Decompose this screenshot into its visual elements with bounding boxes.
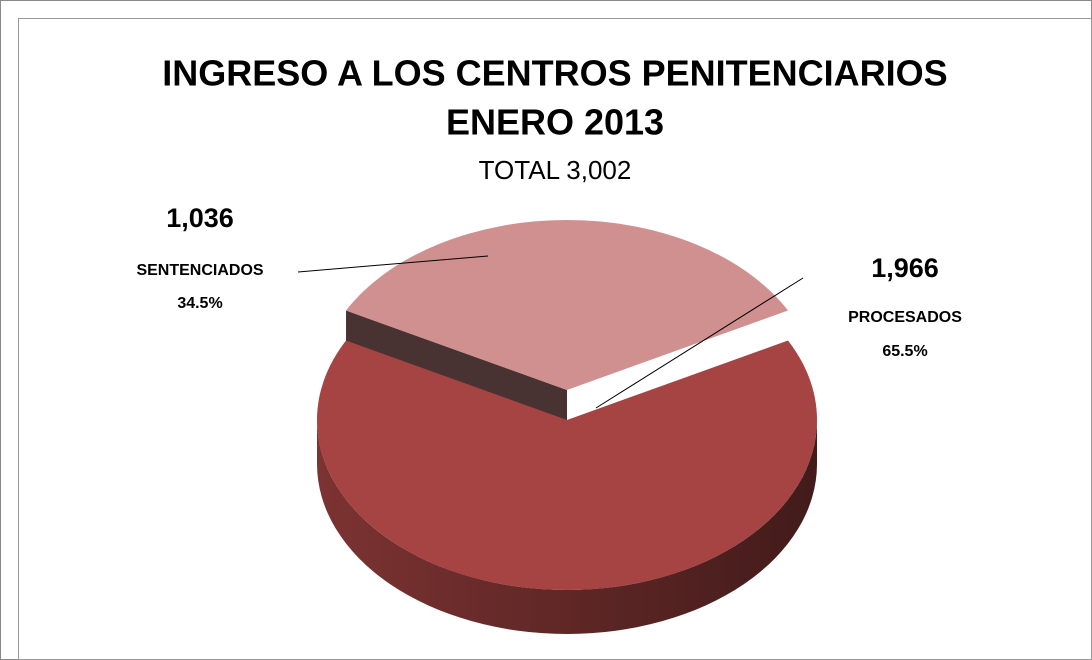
slice <box>317 340 818 590</box>
category-label: PROCESADOS <box>848 309 962 326</box>
leader-line <box>595 277 804 409</box>
percent-label: 34.5% <box>177 295 222 312</box>
chart-subtitle: TOTAL 3,002 <box>479 155 632 185</box>
data-label: 1,036 <box>166 203 234 233</box>
slice <box>346 219 788 390</box>
chart-title: INGRESO A LOS CENTROS PENITENCIARIOS <box>162 53 947 94</box>
data-label: 1,966 <box>871 253 939 283</box>
pie <box>317 219 818 634</box>
category-label: SENTENCIADOS <box>136 262 263 279</box>
percent-label: 65.5% <box>882 343 927 360</box>
slice-side <box>317 420 817 634</box>
chart-title: ENERO 2013 <box>446 102 664 143</box>
leader-line <box>297 255 489 273</box>
